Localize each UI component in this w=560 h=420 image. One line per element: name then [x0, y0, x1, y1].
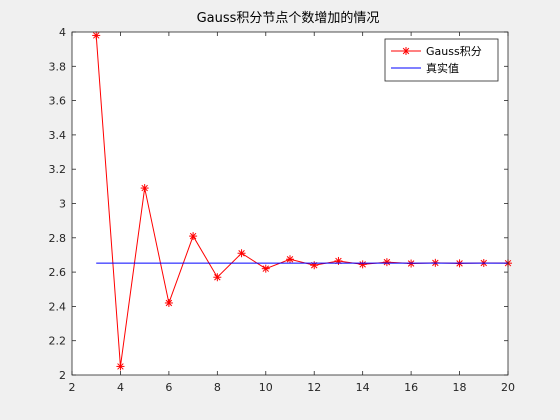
y-tick-label: 2.8	[49, 232, 67, 245]
marker-stroke	[214, 274, 221, 281]
y-tick-label: 4	[59, 26, 66, 39]
data-point	[334, 256, 343, 265]
marker-stroke	[165, 299, 173, 307]
marker-stroke	[383, 258, 391, 266]
x-tick-label: 16	[404, 381, 418, 394]
y-tick-label: 2.4	[49, 300, 67, 313]
data-point	[310, 261, 319, 270]
x-tick-label: 14	[356, 381, 370, 394]
data-point	[261, 264, 270, 273]
marker-stroke	[286, 256, 294, 263]
marker-stroke	[238, 250, 245, 257]
legend-label: 真实值	[426, 61, 459, 75]
data-point	[92, 31, 101, 40]
legend-label: Gauss积分	[426, 45, 482, 58]
y-tick-label: 2.2	[49, 335, 67, 348]
y-tick-label: 2.6	[49, 266, 67, 279]
data-point	[116, 362, 125, 371]
y-tick-label: 3.2	[49, 163, 67, 176]
data-point	[358, 260, 367, 269]
data-point	[213, 273, 222, 282]
x-tick-label: 4	[117, 381, 124, 394]
y-tick-label: 2	[59, 369, 66, 382]
y-tick-label: 3.4	[49, 129, 67, 142]
data-point	[286, 255, 294, 264]
marker-stroke	[402, 47, 410, 55]
x-tick-label: 8	[214, 381, 221, 394]
data-point	[164, 298, 173, 307]
data-point	[237, 249, 246, 258]
data-point	[382, 258, 391, 267]
x-tick-label: 20	[501, 381, 515, 394]
data-point	[140, 184, 149, 193]
marker-stroke	[141, 184, 148, 192]
legend-swatch-marker	[402, 47, 410, 55]
x-tick-label: 10	[259, 381, 273, 394]
marker-stroke	[92, 32, 100, 39]
y-tick-label: 3	[59, 198, 66, 211]
x-tick-label: 6	[165, 381, 172, 394]
x-tick-label: 18	[453, 381, 467, 394]
y-tick-label: 3.8	[49, 60, 67, 73]
marker-stroke	[189, 232, 197, 240]
x-tick-label: 2	[69, 381, 76, 394]
x-tick-label: 12	[307, 381, 321, 394]
marker-stroke	[359, 261, 366, 268]
marker-stroke	[262, 265, 270, 272]
marker-stroke	[117, 363, 124, 370]
y-tick-label: 3.6	[49, 95, 67, 108]
legend-box	[384, 38, 499, 82]
axis-ticks: 2 4 6 8 10 12 14 16 18 20 2 2.2 2.4 2.6 2.8 3 3.2 3.4 3.6 3…	[49, 26, 516, 394]
chart-title: Gauss积分节点个数增加的情况	[197, 10, 380, 26]
data-point	[189, 232, 198, 241]
plot-area	[72, 32, 508, 375]
